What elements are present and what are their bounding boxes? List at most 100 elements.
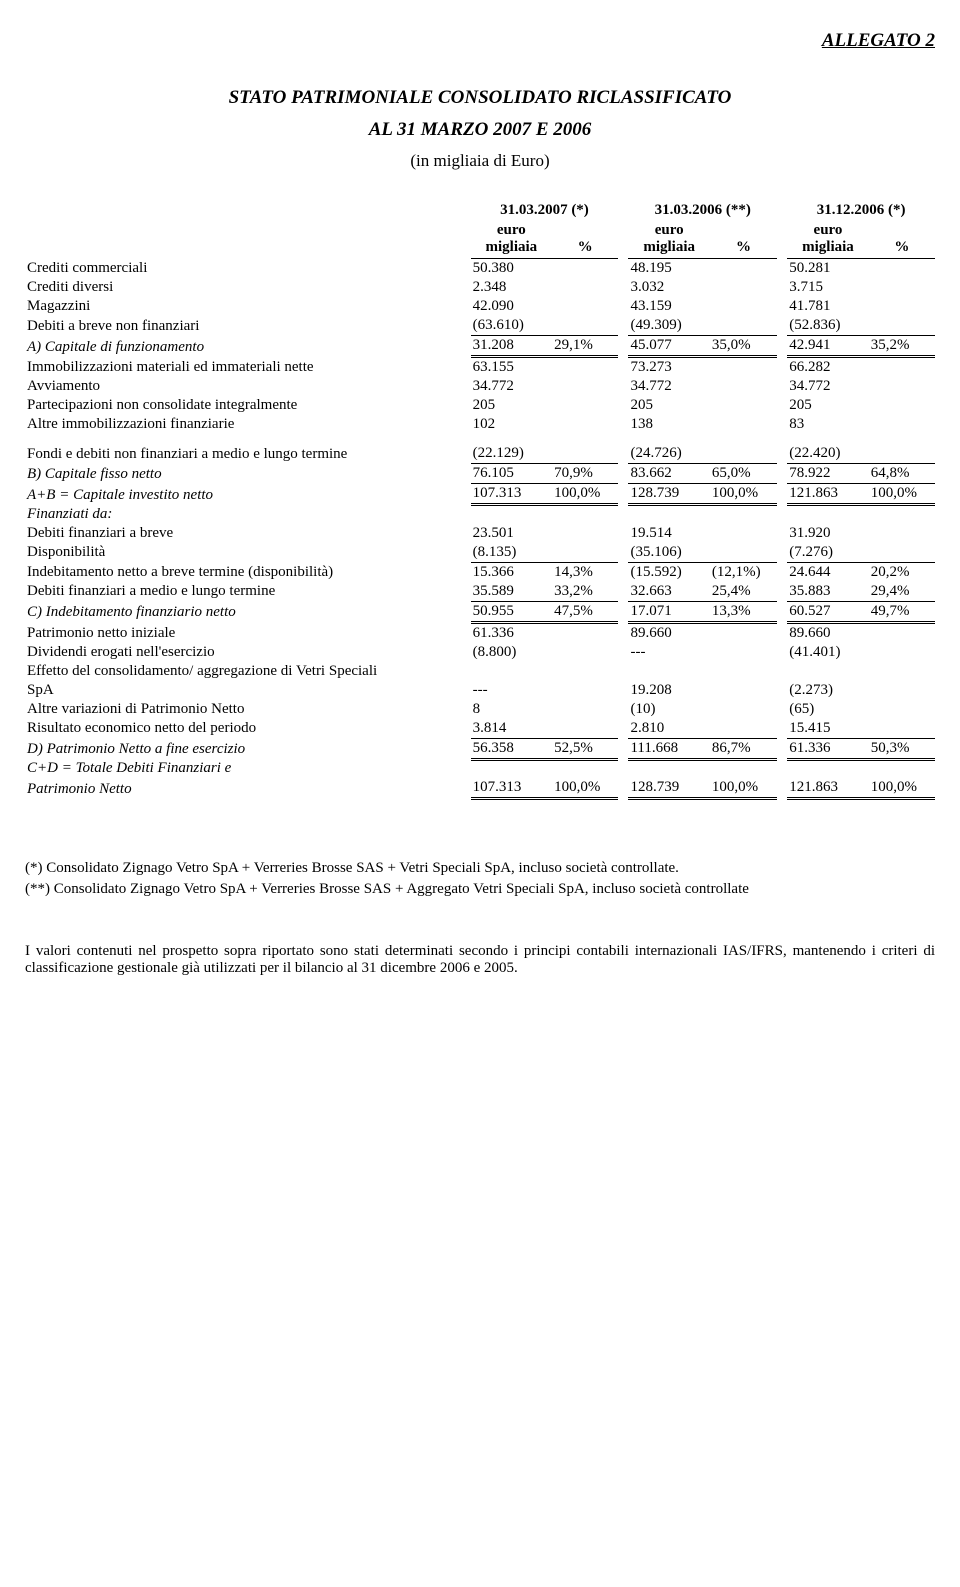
v1: 107.313 [471,778,552,799]
label: Magazzini [25,297,471,316]
label: Dividendi erogati nell'esercizio [25,643,471,662]
row-debiti-fin-breve: Debiti finanziari a breve 23.501 19.514 … [25,524,935,543]
p2: (12,1%) [710,562,777,582]
v1: 50.380 [471,259,552,279]
v2: 45.077 [628,336,709,357]
v1: 102 [471,415,552,434]
p2: 100,0% [710,778,777,799]
label: Crediti diversi [25,278,471,297]
v1: 23.501 [471,524,552,543]
row-partecipazioni: Partecipazioni non consolidate integralm… [25,396,935,415]
v3: 15.415 [787,719,868,739]
label: Altre immobilizzazioni finanziarie [25,415,471,434]
v1: 63.155 [471,357,552,378]
p3: 50,3% [869,738,935,759]
v1: 205 [471,396,552,415]
p3: 100,0% [869,484,935,505]
p3: 29,4% [869,582,935,602]
row-fondi-debiti: Fondi e debiti non finanziari a medio e … [25,444,935,464]
v3: (52.836) [787,316,868,336]
col3-pct: % [869,221,935,259]
col1-pct: % [552,221,618,259]
v3: (41.401) [787,643,868,662]
v2: (15.592) [628,562,709,582]
v2: 32.663 [628,582,709,602]
label: Debiti finanziari a breve [25,524,471,543]
v1: (8.135) [471,543,552,563]
row-crediti-commerciali: Crediti commerciali 50.380 48.195 50.281 [25,259,935,279]
p1: 52,5% [552,738,618,759]
header-units: euro migliaia % euro migliaia % euro mig… [25,221,935,259]
p2: 35,0% [710,336,777,357]
v1: 34.772 [471,377,552,396]
v3: 78.922 [787,464,868,484]
p1: 100,0% [552,778,618,799]
v1: (8.800) [471,643,552,662]
label: A) Capitale di funzionamento [25,336,471,357]
label: Avviamento [25,377,471,396]
row-crediti-diversi: Crediti diversi 2.348 3.032 3.715 [25,278,935,297]
v1: 107.313 [471,484,552,505]
col3-date: 31.12.2006 (*) [787,201,935,221]
label: D) Patrimonio Netto a fine esercizio [25,738,471,759]
header-dates: 31.03.2007 (*) 31.03.2006 (**) 31.12.200… [25,201,935,221]
main-title: STATO PATRIMONIALE CONSOLIDATO RICLASSIF… [25,87,935,109]
footnote-1: (*) Consolidato Zignago Vetro SpA + Verr… [25,860,935,877]
row-disponibilita: Disponibilità (8.135) (35.106) (7.276) [25,543,935,563]
label: B) Capitale fisso netto [25,464,471,484]
row-cd-totale-l1: C+D = Totale Debiti Finanziari e [25,759,935,778]
label: A+B = Capitale investito netto [25,484,471,505]
v1: 76.105 [471,464,552,484]
p3: 64,8% [869,464,935,484]
v3: 42.941 [787,336,868,357]
row-avviamento: Avviamento 34.772 34.772 34.772 [25,377,935,396]
subtitle-period: AL 31 MARZO 2007 E 2006 [25,119,935,141]
v3: 35.883 [787,582,868,602]
col2-date: 31.03.2006 (**) [628,201,777,221]
v2: 83.662 [628,464,709,484]
label: Partecipazioni non consolidate integralm… [25,396,471,415]
row-magazzini: Magazzini 42.090 43.159 41.781 [25,297,935,316]
v3: 3.715 [787,278,868,297]
v1: 15.366 [471,562,552,582]
p1: 33,2% [552,582,618,602]
p2: 25,4% [710,582,777,602]
row-altre-immob: Altre immobilizzazioni finanziarie 102 1… [25,415,935,434]
p1: 47,5% [552,601,618,622]
v1: 61.336 [471,622,552,643]
v2: (24.726) [628,444,709,464]
label: C) Indebitamento finanziario netto [25,601,471,622]
v2: --- [628,643,709,662]
p1: 14,3% [552,562,618,582]
v2: 89.660 [628,622,709,643]
allegato-header: ALLEGATO 2 [25,30,935,52]
row-ab-capitale: A+B = Capitale investito netto 107.313 1… [25,484,935,505]
label: Altre variazioni di Patrimonio Netto [25,700,471,719]
p1: 70,9% [552,464,618,484]
v1: 31.208 [471,336,552,357]
row-effetto-cons-l2: SpA --- 19.208 (2.273) [25,681,935,700]
v2: (35.106) [628,543,709,563]
v3: 50.281 [787,259,868,279]
v1: 50.955 [471,601,552,622]
row-cd-totale-l2: Patrimonio Netto 107.313 100,0% 128.739 … [25,778,935,799]
v2: 19.514 [628,524,709,543]
bottom-note: I valori contenuti nel prospetto sopra r… [25,943,935,977]
label: Effetto del consolidamento/ aggregazione… [25,662,471,681]
row-risultato: Risultato economico netto del periodo 3.… [25,719,935,739]
row-patrimonio-iniziale: Patrimonio netto iniziale 61.336 89.660 … [25,622,935,643]
p1: 29,1% [552,336,618,357]
v2: 43.159 [628,297,709,316]
v3: 89.660 [787,622,868,643]
label: Crediti commerciali [25,259,471,279]
footnote-2: (**) Consolidato Zignago Vetro SpA + Ver… [25,881,935,898]
v3: (22.420) [787,444,868,464]
label: Risultato economico netto del periodo [25,719,471,739]
row-debiti-fin-medio: Debiti finanziari a medio e lungo termin… [25,582,935,602]
footnotes: (*) Consolidato Zignago Vetro SpA + Verr… [25,860,935,898]
label: Fondi e debiti non finanziari a medio e … [25,444,471,464]
v3: 205 [787,396,868,415]
row-indebitamento-breve: Indebitamento netto a breve termine (dis… [25,562,935,582]
row-altre-variazioni: Altre variazioni di Patrimonio Netto 8 (… [25,700,935,719]
label: SpA [25,681,471,700]
